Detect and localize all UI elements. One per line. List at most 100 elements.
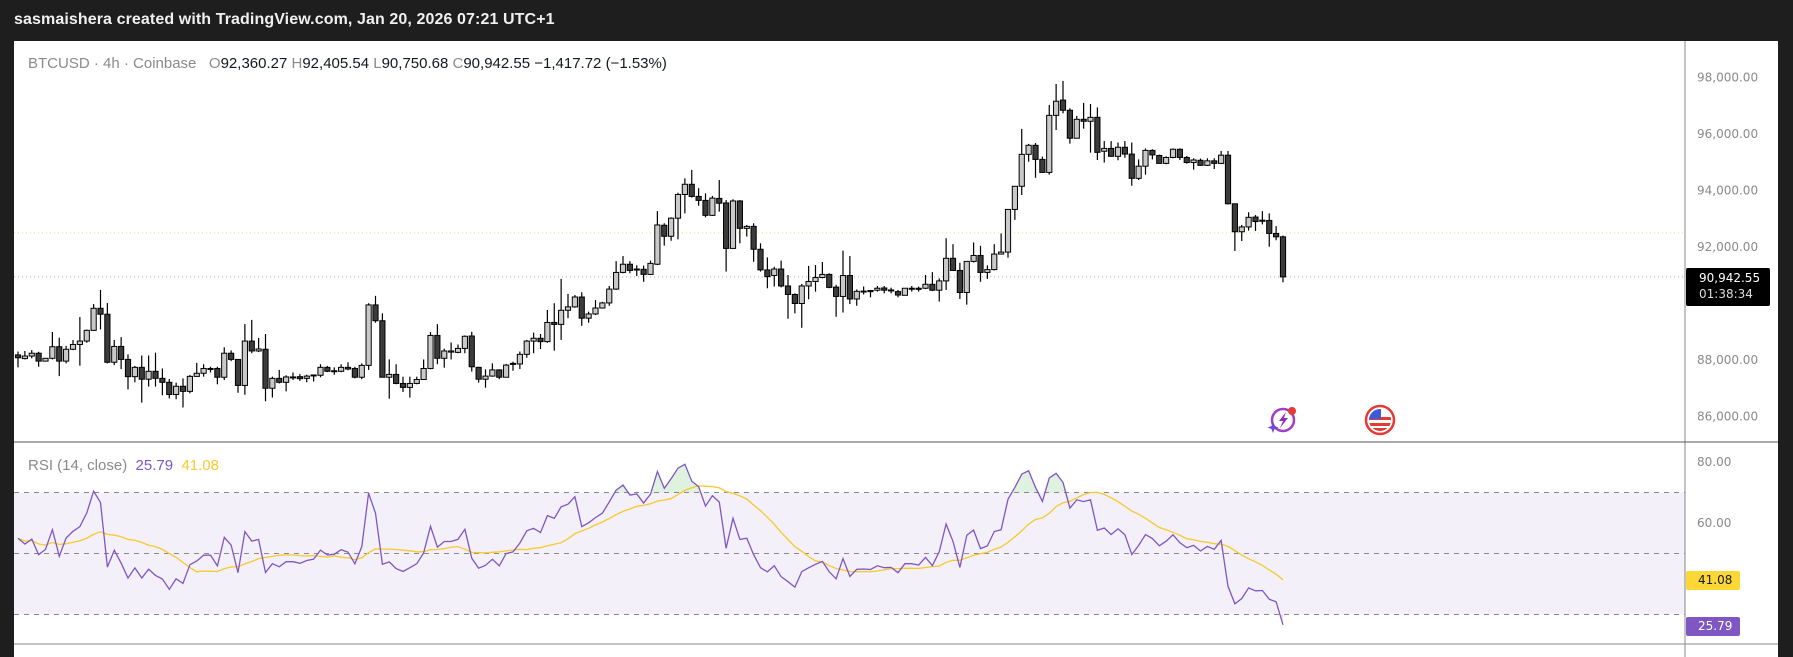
candle-body: [647, 262, 654, 275]
candle-body: [860, 290, 867, 293]
chart-frame: [14, 41, 1778, 657]
candle-body: [214, 367, 221, 378]
candle: [771, 266, 778, 287]
candle: [1163, 156, 1170, 165]
candle-body: [516, 353, 523, 365]
candle-body: [1059, 99, 1067, 111]
candle: [104, 302, 111, 364]
candle: [159, 368, 166, 396]
symbol-legend[interactable]: BTCUSD · 4h · Coinbase O92,360.27 H92,40…: [28, 55, 667, 72]
candle-body: [221, 352, 228, 378]
candle-body: [784, 285, 792, 295]
candle-body: [1176, 148, 1183, 158]
candle: [984, 265, 991, 279]
candle-body: [564, 306, 572, 311]
candle: [1059, 80, 1067, 114]
candle-body: [633, 268, 640, 271]
candle-body: [310, 374, 317, 377]
candle-body: [90, 307, 97, 331]
candle: [1114, 142, 1122, 161]
candle-body: [1004, 208, 1012, 253]
candle: [221, 347, 228, 381]
candle-body: [1080, 118, 1087, 122]
candle-body: [661, 224, 668, 237]
candle: [283, 375, 290, 392]
high-value: 92,405.54: [302, 55, 370, 72]
candle-body: [1238, 226, 1245, 233]
candle-body: [365, 304, 372, 366]
candle-body: [908, 287, 915, 290]
candle-body: [1142, 149, 1149, 167]
candle: [386, 359, 393, 399]
rsi-axis-tick: 60.00: [1697, 516, 1731, 530]
candle-body: [420, 367, 427, 380]
candle-body: [386, 373, 393, 378]
candle-body: [606, 288, 613, 304]
candle: [269, 376, 276, 398]
lightning-sparkle-icon[interactable]: [1266, 404, 1298, 436]
rsi-legend[interactable]: RSI (14, close) 25.79 41.08: [28, 457, 219, 474]
candle: [537, 334, 544, 349]
candle-body: [936, 280, 943, 291]
candle: [1108, 141, 1115, 157]
candle: [1025, 143, 1032, 162]
candle-body: [984, 269, 991, 273]
candle-body: [1197, 159, 1204, 166]
candle-body: [1108, 147, 1115, 157]
candle-body: [448, 350, 455, 353]
candle: [338, 364, 345, 373]
candle: [317, 364, 324, 378]
candle-body: [695, 195, 702, 201]
candle-body: [461, 335, 468, 349]
candle-body: [819, 273, 826, 279]
candle-body: [833, 286, 840, 297]
candle-body: [1252, 216, 1259, 223]
candle-body: [764, 269, 771, 278]
open-label: O: [208, 55, 221, 72]
rsi-value-tag: 25.79: [1686, 617, 1740, 636]
candle-body: [49, 346, 56, 359]
candle-body: [523, 340, 530, 355]
candle: [805, 265, 812, 300]
candle-body: [943, 257, 950, 282]
candle: [1211, 158, 1218, 170]
candle-body: [159, 377, 166, 383]
candle: [145, 355, 152, 387]
price-axis-tick: 92,000.00: [1697, 240, 1758, 254]
candle-body: [970, 254, 977, 262]
last-price-value: 90,942.55: [1699, 271, 1761, 285]
chart-attribution-title: sasmaishera created with TradingView.com…: [14, 11, 555, 28]
candle: [736, 200, 743, 244]
candle-body: [83, 329, 90, 342]
candle-body: [709, 197, 716, 216]
candle-body: [1156, 154, 1163, 164]
candle-body: [1032, 144, 1039, 160]
candle: [1252, 215, 1259, 231]
candle-body: [922, 283, 929, 289]
candle: [310, 374, 317, 382]
symbol-info[interactable]: BTCUSD · 4h · Coinbase: [28, 55, 197, 72]
candle-body: [228, 352, 235, 360]
candle: [255, 337, 262, 353]
change-value: −1,417.72 (−1.53%): [534, 55, 667, 72]
candle-body: [21, 355, 28, 360]
candle-body: [1163, 156, 1170, 164]
us-flag-icon[interactable]: [1364, 404, 1396, 436]
candle: [860, 286, 867, 295]
candle-body: [186, 375, 193, 392]
candle-body: [406, 382, 413, 388]
rsi-label[interactable]: RSI (14, close): [28, 457, 128, 474]
candle-body: [1190, 159, 1197, 164]
candle-body: [1231, 203, 1238, 233]
candle-body: [179, 385, 187, 392]
candle-body: [1025, 144, 1032, 155]
candle-body: [393, 373, 400, 384]
rsi-ma-tag: 41.08: [1686, 571, 1740, 590]
candle: [929, 272, 936, 292]
candle: [21, 350, 28, 360]
candle-body: [324, 366, 331, 372]
candle: [970, 242, 977, 263]
price-axis-tick: 88,000.00: [1697, 353, 1758, 367]
candle: [1135, 159, 1142, 181]
